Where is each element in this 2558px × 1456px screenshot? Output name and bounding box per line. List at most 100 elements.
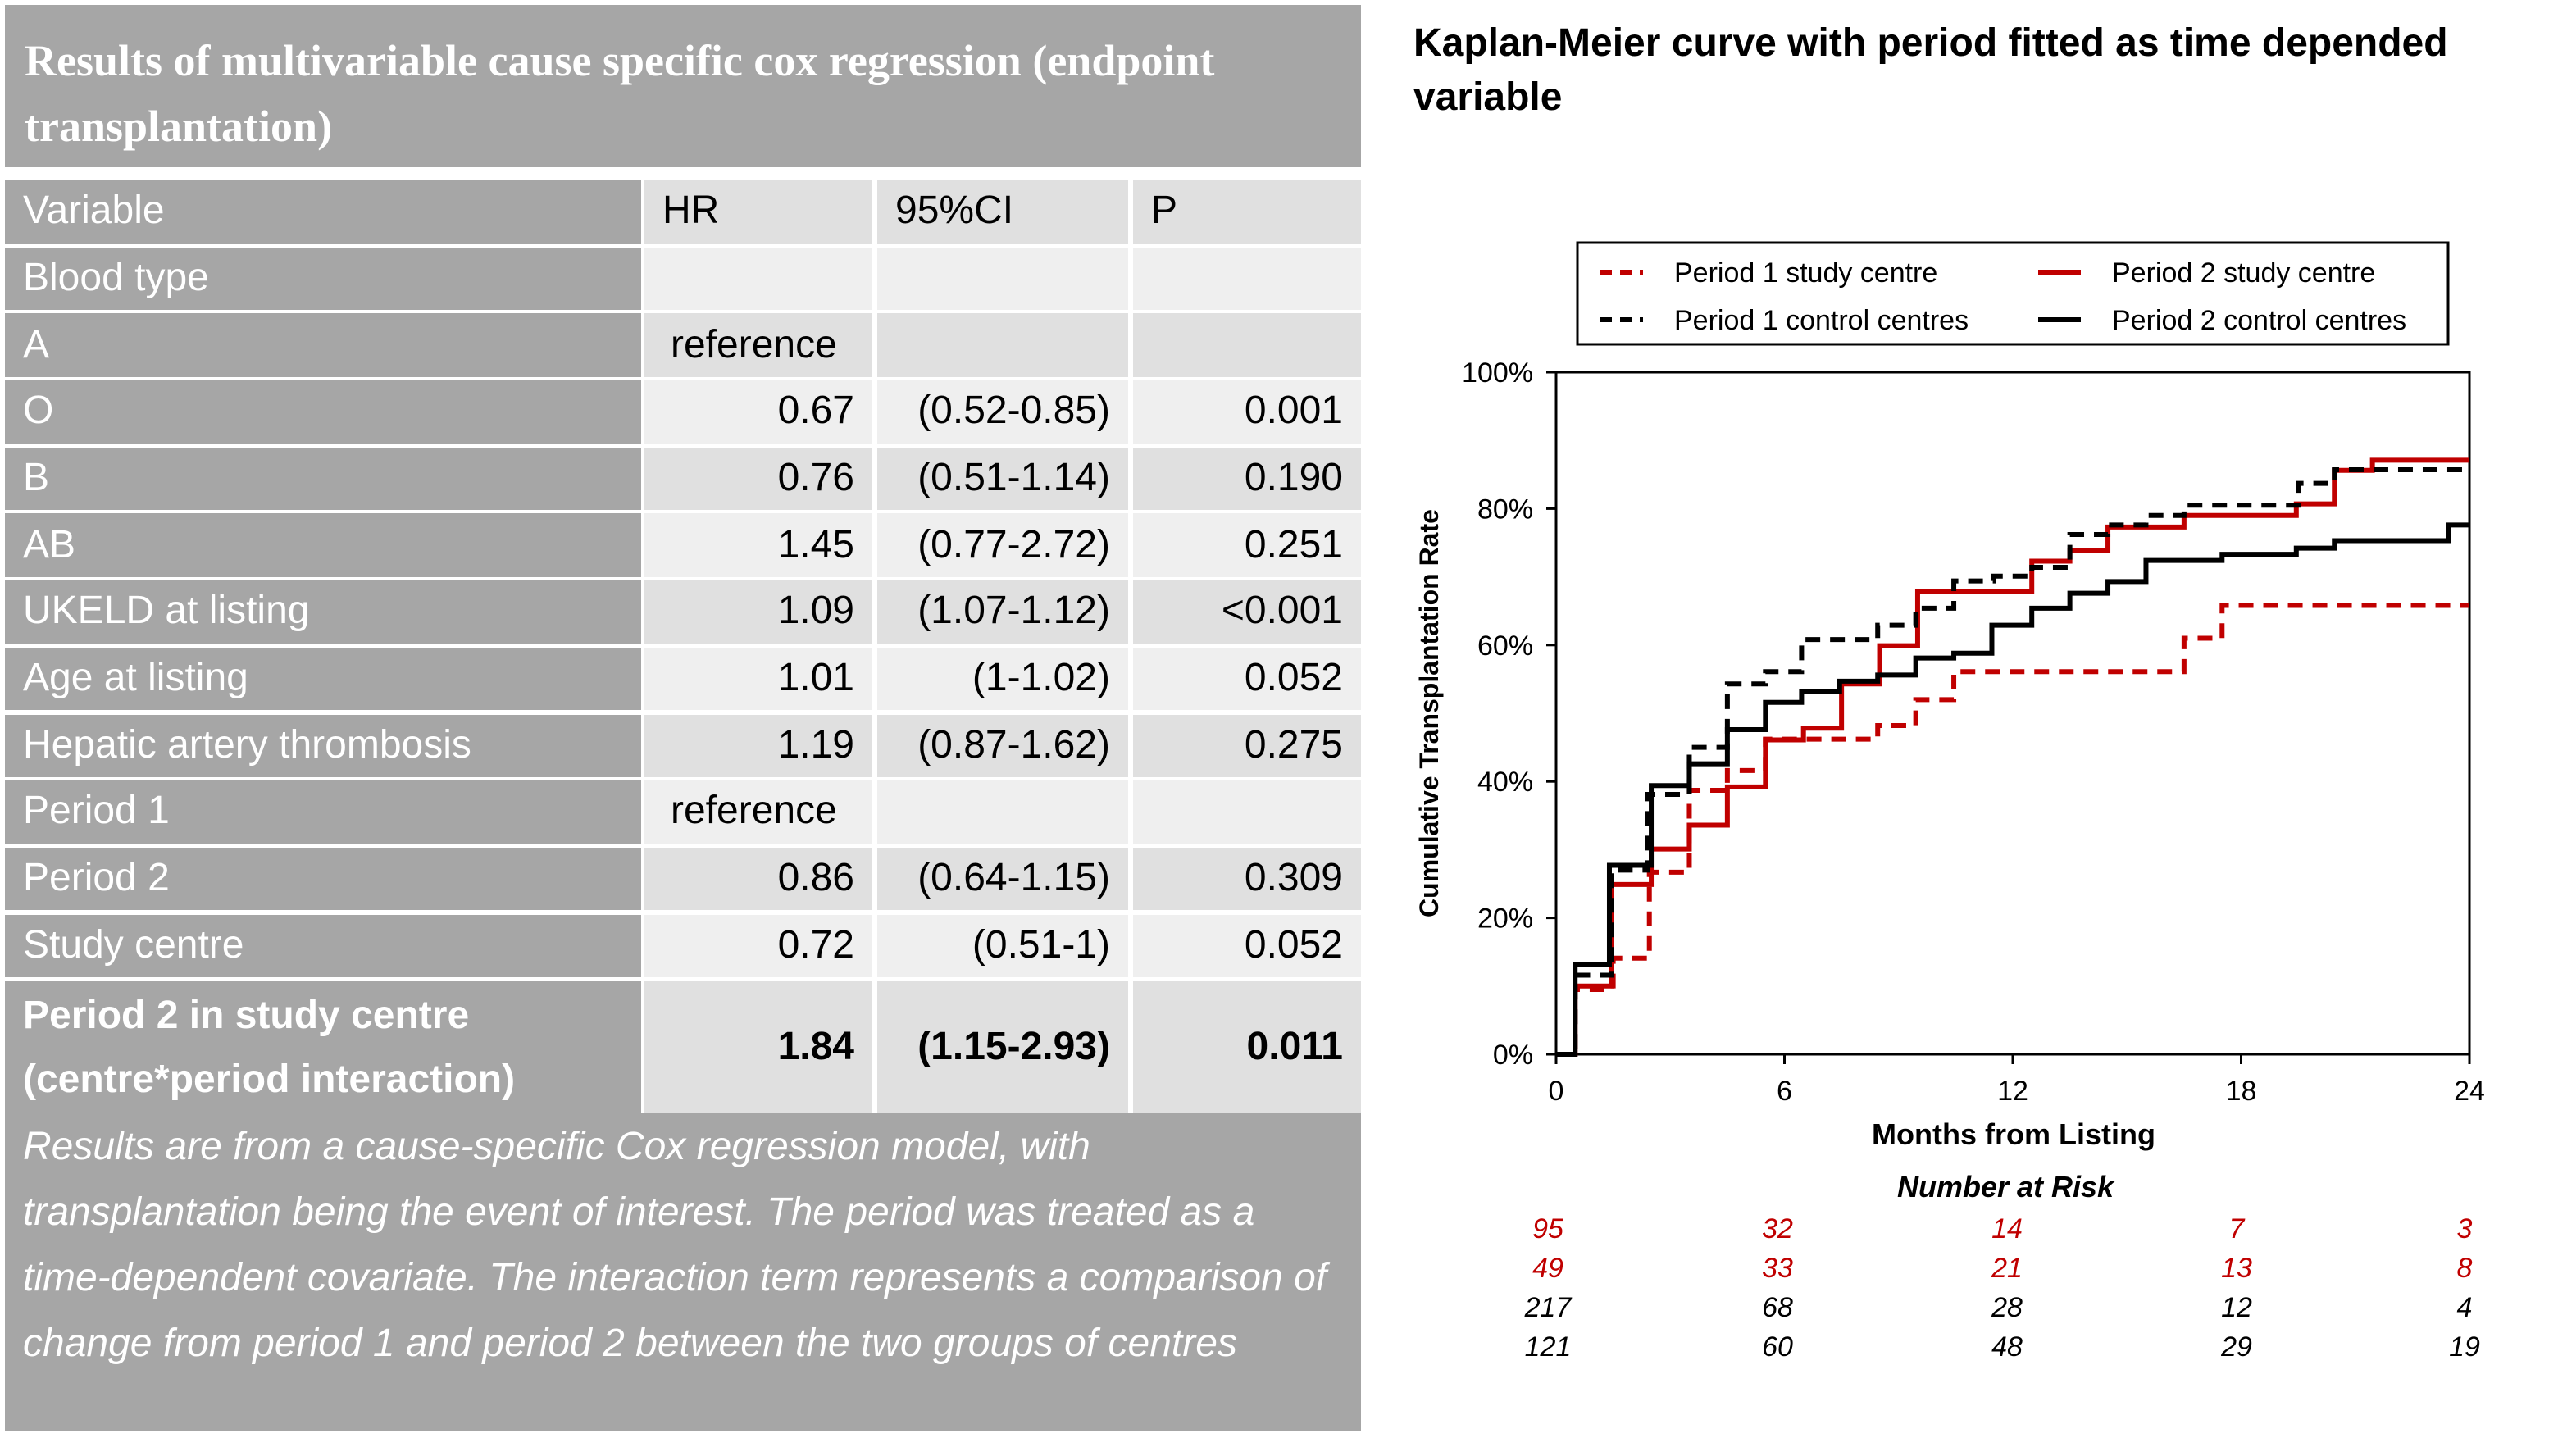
cell-p: 0.309: [1133, 847, 1361, 911]
x-axis-label: Months from Listing: [1872, 1117, 2155, 1151]
legend-box: [1576, 241, 2450, 346]
risk-count: 121: [1525, 1331, 1572, 1363]
cell-variable: A: [5, 313, 641, 377]
risk-count: 29: [2220, 1331, 2252, 1363]
legend-label: Period 1 study centre: [1674, 257, 1937, 289]
cell-ci: (0.77-2.72): [877, 513, 1128, 577]
cell-p: [1133, 313, 1361, 377]
cell-p: 0.011: [1133, 981, 1361, 1114]
y-tick-label: 20%: [1477, 903, 1533, 935]
table-row: Blood type: [5, 247, 1361, 311]
y-tick-label: 60%: [1477, 630, 1533, 662]
risk-count: 21: [1991, 1253, 2023, 1284]
table-row: Period 2 0.86 (0.64-1.15) 0.309: [5, 847, 1361, 911]
cell-variable: Blood type: [5, 247, 641, 311]
x-tick-label: 12: [1997, 1076, 2028, 1107]
cell-variable: Period 2: [5, 847, 641, 911]
risk-count: 32: [1762, 1213, 1793, 1244]
risk-count: 4: [2457, 1292, 2473, 1323]
header-p: P: [1133, 180, 1361, 243]
cell-ci: (0.51-1): [877, 914, 1128, 978]
table-row: Hepatic artery thrombosis 1.19 (0.87-1.62)…: [5, 714, 1361, 777]
cell-p: [1133, 247, 1361, 311]
cell-ci: (1.07-1.12): [877, 580, 1128, 644]
cell-variable: Period 1: [5, 780, 641, 844]
cell-hr: 1.09: [644, 580, 872, 644]
table-header-row: Variable HR 95%CI P: [5, 180, 1361, 243]
cell-ci: (1-1.02): [877, 647, 1128, 711]
risk-count: 68: [1762, 1292, 1793, 1323]
chart-title: Kaplan-Meier curve with period fitted as…: [1413, 21, 2448, 120]
cell-variable: UKELD at listing: [5, 580, 641, 644]
cell-ci: (0.64-1.15): [877, 847, 1128, 911]
cell-hr: 0.72: [644, 914, 872, 978]
table-row: AB 1.45 (0.77-2.72) 0.251: [5, 513, 1361, 577]
cell-ci: (0.52-0.85): [877, 380, 1128, 444]
legend-label: Period 2 study centre: [2112, 257, 2375, 289]
x-tick-label: 0: [1549, 1076, 1564, 1107]
legend-label: Period 1 control centres: [1674, 305, 1969, 336]
legend-label: Period 2 control centres: [2112, 305, 2406, 336]
y-tick-label: 0%: [1493, 1040, 1533, 1071]
cell-p: <0.001: [1133, 580, 1361, 644]
cell-hr: [644, 247, 872, 311]
table-footnote: Results are from a cause-specific Cox re…: [5, 1113, 1361, 1431]
risk-count: 3: [2457, 1213, 2473, 1244]
cell-variable: Study centre: [5, 914, 641, 978]
table-row: O 0.67 (0.52-0.85) 0.001: [5, 380, 1361, 444]
cell-p: 0.052: [1133, 647, 1361, 711]
header-ci: 95%CI: [877, 180, 1128, 243]
cell-variable: O: [5, 380, 641, 444]
cell-hr: 0.67: [644, 380, 872, 444]
y-axis-label: Cumulative Transplantation Rate: [1414, 509, 1444, 917]
y-tick-label: 80%: [1477, 494, 1533, 525]
risk-count: 7: [2229, 1213, 2246, 1244]
table-row: Period 2 in study centre (centre*period …: [5, 981, 1361, 1114]
x-tick-label: 6: [1777, 1076, 1792, 1107]
risk-count: 14: [1991, 1213, 2023, 1244]
table-row: Age at listing 1.01 (1-1.02) 0.052: [5, 647, 1361, 711]
cell-hr: reference: [644, 780, 872, 844]
cell-ci: [877, 780, 1128, 844]
number-at-risk-label: Number at Risk: [1897, 1170, 2115, 1203]
risk-count: 217: [1524, 1292, 1573, 1323]
cell-hr: 1.45: [644, 513, 872, 577]
y-tick-label: 40%: [1477, 767, 1533, 798]
cell-ci: [877, 313, 1128, 377]
cell-p: 0.251: [1133, 513, 1361, 577]
x-tick-label: 24: [2454, 1076, 2485, 1107]
cell-variable: Period 2 in study centre (centre*period …: [5, 981, 641, 1114]
table-row: UKELD at listing 1.09 (1.07-1.12) <0.001: [5, 580, 1361, 644]
risk-count: 28: [1991, 1292, 2023, 1323]
cell-p: 0.001: [1133, 380, 1361, 444]
cell-hr: reference: [644, 313, 872, 377]
cell-ci: (0.87-1.62): [877, 714, 1128, 777]
risk-count: 95: [1532, 1213, 1563, 1244]
header-hr: HR: [644, 180, 872, 243]
cell-variable: B: [5, 447, 641, 511]
table-row: Period 1 reference: [5, 780, 1361, 844]
cell-ci: (1.15-2.93): [877, 981, 1128, 1114]
cell-hr: 0.76: [644, 447, 872, 511]
cell-hr: 1.01: [644, 647, 872, 711]
risk-count: 48: [1991, 1331, 2023, 1363]
risk-count: 8: [2457, 1253, 2473, 1284]
cell-hr: 1.19: [644, 714, 872, 777]
table-row: Study centre 0.72 (0.51-1) 0.052: [5, 914, 1361, 978]
cell-variable: Hepatic artery thrombosis: [5, 714, 641, 777]
cell-ci: (0.51-1.14): [877, 447, 1128, 511]
cell-p: 0.052: [1133, 914, 1361, 978]
risk-count: 49: [1532, 1253, 1563, 1284]
risk-count: 13: [2221, 1253, 2252, 1284]
series-line-1: [1556, 603, 2469, 1057]
x-tick-label: 18: [2226, 1076, 2257, 1107]
cell-p: 0.190: [1133, 447, 1361, 511]
cell-variable: Age at listing: [5, 647, 641, 711]
table-title: Results of multivariable cause specific …: [5, 5, 1361, 167]
cell-p: 0.275: [1133, 714, 1361, 777]
risk-count: 60: [1762, 1331, 1793, 1363]
series-line-4: [1556, 522, 2469, 1057]
